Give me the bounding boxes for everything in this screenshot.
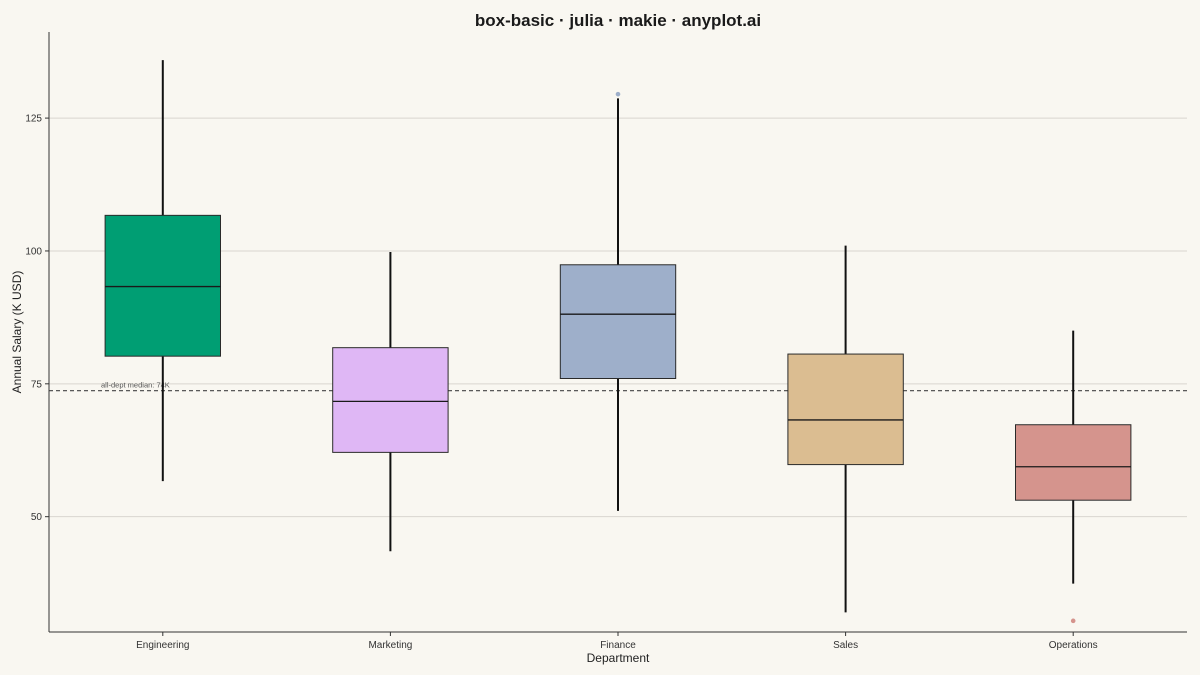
x-tick-label: Sales	[833, 640, 858, 651]
x-tick-label: Finance	[600, 640, 636, 651]
box-iqr	[332, 347, 449, 453]
outlier-point	[615, 91, 621, 97]
y-tick-label: 100	[25, 246, 42, 257]
y-tick-label: 125	[25, 114, 42, 125]
x-tick-label: Operations	[1049, 640, 1098, 651]
y-tick-label: 50	[31, 512, 43, 523]
box-engineering	[104, 60, 221, 482]
box-iqr	[787, 353, 904, 466]
reference-line-label: all-dept median: 74K	[101, 381, 170, 390]
chart-title: box-basic · julia · makie · anyplot.ai	[475, 11, 761, 30]
box-iqr	[1015, 424, 1132, 501]
axes-group: 50 75 100 125 Engineering Marketing Finance Sal…	[25, 32, 1187, 651]
box-sales	[787, 245, 904, 613]
box-finance	[559, 91, 677, 511]
y-axis-label: Annual Salary (K USD)	[10, 271, 24, 394]
x-axis-label: Department	[587, 651, 650, 665]
box-operations	[1015, 330, 1132, 624]
box-iqr	[559, 264, 677, 380]
outlier-point	[1070, 618, 1076, 624]
y-tick-label: 75	[31, 379, 43, 390]
x-tick-label: Marketing	[368, 640, 412, 651]
boxes-group	[104, 60, 1132, 624]
x-tick-label: Engineering	[136, 640, 189, 651]
box-iqr	[104, 214, 221, 357]
box-marketing	[332, 252, 449, 552]
